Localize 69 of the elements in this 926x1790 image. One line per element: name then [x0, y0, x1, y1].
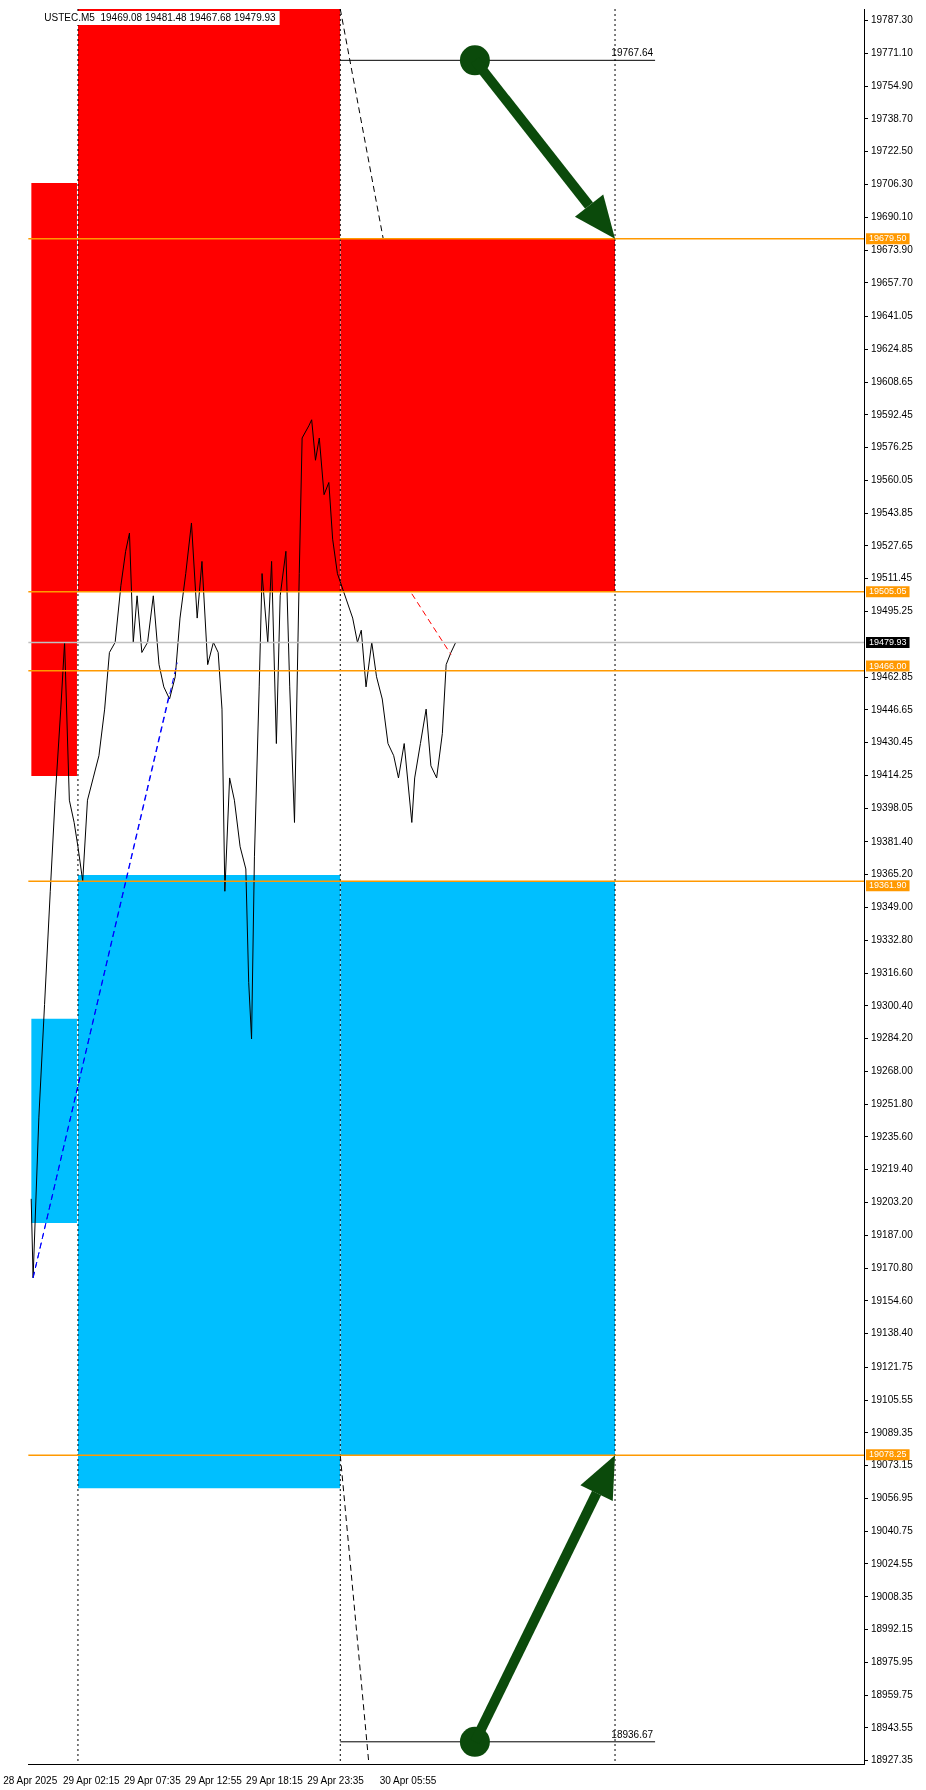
y-tick-label: 19105.55 [871, 1393, 914, 1405]
x-tick-label: 29 Apr 12:55 [185, 1774, 243, 1786]
y-tick-label: 19592.45 [871, 408, 914, 420]
y-tick-label: 19349.00 [871, 901, 914, 913]
y-tick-label: 19251.80 [871, 1097, 914, 1109]
chart-title: USTEC.M5 19469.08 19481.48 19467.68 19479.93 [44, 11, 277, 23]
y-tick-label: 19690.10 [871, 210, 914, 222]
ref-line-label: 19679.50 [869, 233, 907, 244]
y-tick-label: 19657.70 [871, 276, 914, 288]
y-tick-label: 19040.75 [871, 1524, 914, 1536]
x-tick-label: 29 Apr 07:35 [123, 1774, 182, 1786]
y-tick-label: 19316.60 [871, 966, 914, 978]
y-tick-label: 19576.25 [871, 441, 914, 453]
x-tick-label: 29 Apr 02:15 [62, 1774, 121, 1786]
y-tick-label: 19154.60 [871, 1294, 914, 1306]
y-tick-label: 19738.70 [871, 112, 914, 124]
y-tick-label: 19219.40 [871, 1163, 914, 1175]
ref-line-label: 19505.05 [869, 586, 907, 597]
x-tick-label: 30 Apr 05:55 [379, 1774, 437, 1786]
y-tick-label: 19235.60 [871, 1130, 914, 1142]
x-tick-label: 28 Apr 2025 [3, 1774, 58, 1786]
ref-line-label: 19361.90 [869, 880, 907, 891]
y-tick-label: 19381.40 [871, 835, 914, 847]
y-tick-label: 18927.35 [871, 1754, 914, 1766]
ref-line-label: 19466.00 [869, 660, 907, 671]
annotation: 18936.67 [611, 1728, 654, 1740]
y-tick-label: 19624.85 [871, 343, 914, 355]
y-tick-label: 19414.25 [871, 769, 914, 781]
ref-line-label: 19479.93 [869, 636, 907, 647]
y-tick-label: 19121.75 [871, 1361, 914, 1373]
y-tick-label: 19527.65 [871, 539, 914, 551]
x-tick-label: 29 Apr 23:35 [307, 1774, 365, 1786]
annotation: 19767.64 [611, 47, 654, 59]
y-tick-label: 19641.05 [871, 310, 914, 322]
y-tick-label: 19138.40 [871, 1327, 914, 1339]
y-tick-label: 19008.35 [871, 1590, 914, 1602]
y-tick-label: 19754.90 [871, 79, 914, 91]
y-tick-label: 19543.85 [871, 506, 914, 518]
y-tick-label: 19706.30 [871, 178, 914, 190]
y-tick-label: 19446.65 [871, 703, 914, 715]
y-tick-label: 19560.05 [871, 474, 914, 486]
y-tick-label: 19203.20 [871, 1196, 914, 1208]
y-tick-label: 19365.20 [871, 868, 914, 880]
y-tick-label: 19024.55 [871, 1557, 914, 1569]
y-tick-label: 19268.00 [871, 1065, 914, 1077]
y-tick-label: 19673.90 [871, 243, 914, 255]
y-tick-label: 19771.10 [871, 47, 914, 59]
y-tick-label: 19332.80 [871, 933, 914, 945]
y-tick-label: 19722.50 [871, 145, 914, 157]
y-tick-label: 19187.00 [871, 1229, 914, 1240]
y-tick-label: 19170.80 [871, 1261, 914, 1273]
y-tick-label: 19608.65 [871, 375, 914, 387]
y-tick-label: 19462.85 [871, 670, 914, 682]
y-tick-label: 19398.05 [871, 801, 914, 813]
y-tick-label: 18992.15 [871, 1623, 914, 1635]
y-tick-label: 19300.40 [871, 999, 914, 1011]
y-tick-label: 18959.75 [871, 1688, 914, 1700]
ref-line-label: 19078.25 [869, 1449, 907, 1460]
y-tick-label: 19056.95 [871, 1492, 914, 1504]
y-tick-label: 18975.95 [871, 1656, 914, 1668]
y-tick-label: 19089.35 [871, 1426, 914, 1438]
y-tick-label: 19495.25 [871, 605, 914, 617]
y-tick-label: 19073.15 [871, 1459, 914, 1471]
x-tick-label: 29 Apr 18:15 [246, 1774, 304, 1786]
y-tick-label: 19511.45 [871, 572, 913, 584]
y-tick-label: 18943.55 [871, 1721, 914, 1733]
y-tick-label: 19430.45 [871, 736, 914, 748]
y-tick-label: 19787.30 [871, 14, 914, 26]
y-tick-label: 19284.20 [871, 1032, 914, 1044]
